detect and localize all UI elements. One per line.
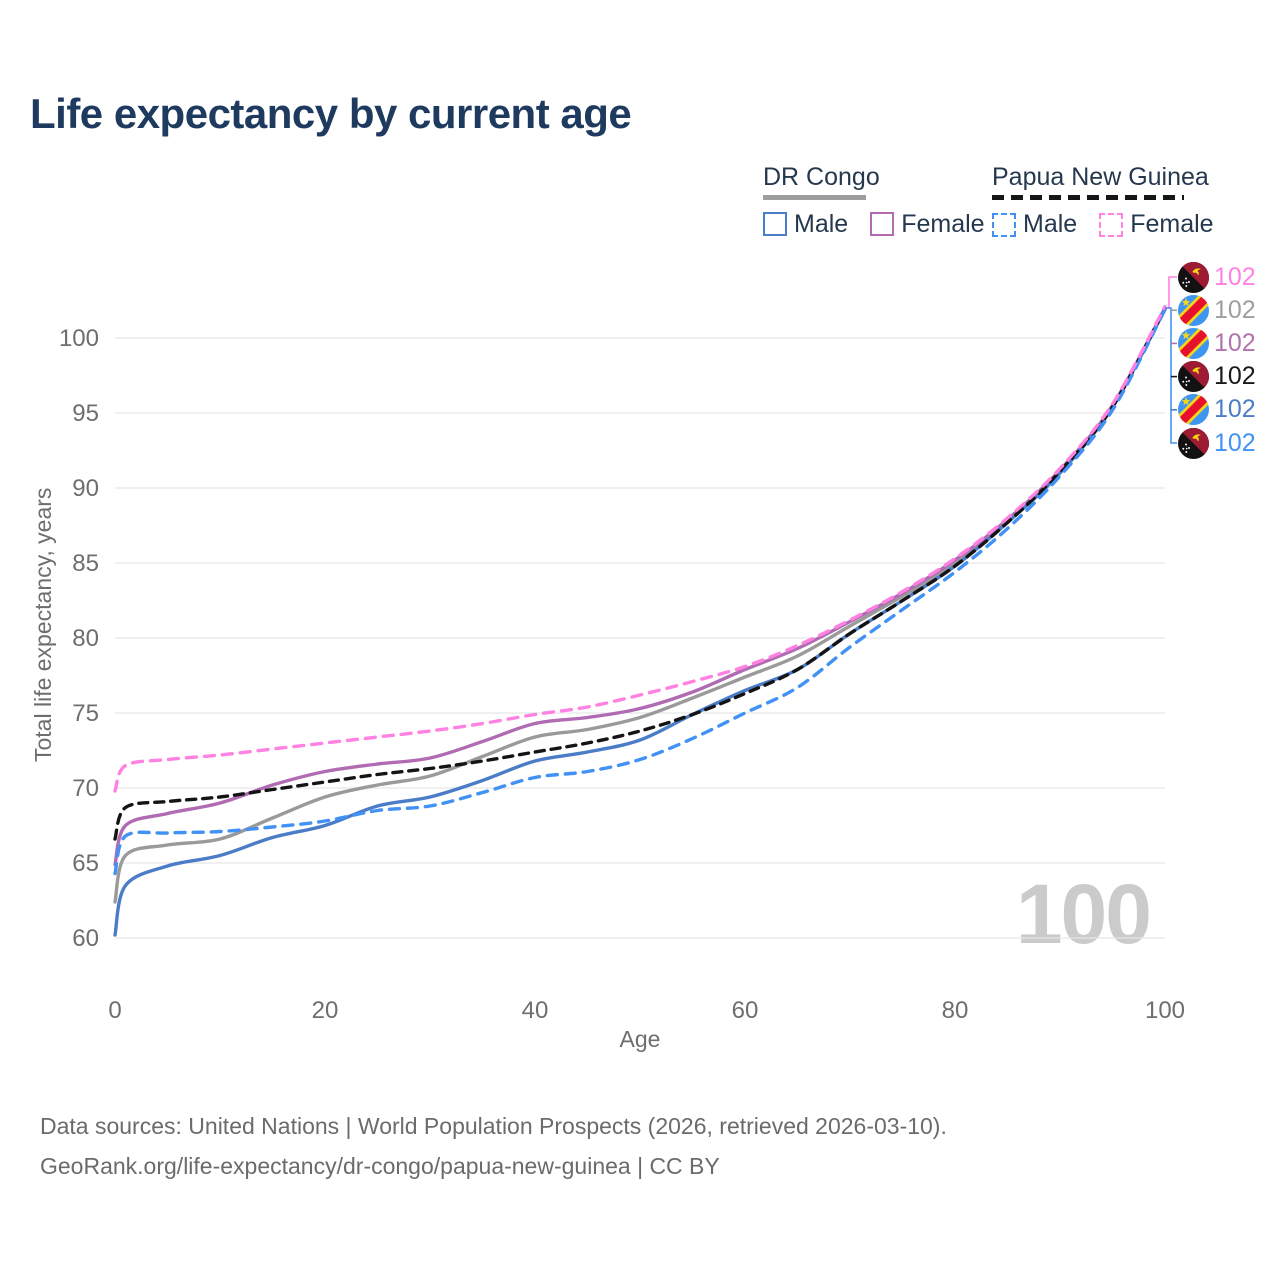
y-tick-label: 75 [72,700,99,727]
legend-group-papua-new-guinea: Papua New Guinea Male Female [992,163,1236,239]
end-label-value: 102 [1214,395,1256,424]
legend-item-dr-congo-female[interactable]: Female [870,209,985,239]
end-label-pg-male: 102 [1178,427,1256,459]
x-tick-label: 40 [522,997,549,1024]
series-line-papua-new-guinea-both[interactable] [113,306,1167,841]
legend-swatch-solid-female [870,212,895,236]
legend-underline-dashed [992,195,1184,200]
legend-items: Male Female [763,210,1007,239]
y-tick-label: 70 [72,775,99,802]
year-watermark: 100 [1015,867,1152,961]
legend-group-title: DR Congo [763,163,880,191]
y-axis-title: Total life expectancy, years [30,487,56,763]
series-line-dr-congo-both[interactable] [113,306,1167,904]
legend-swatch-dashed-female [1099,212,1124,237]
end-label-cd-female: 102 [1178,327,1256,359]
series-line-papua-new-guinea-male[interactable] [113,307,1167,876]
end-label-value: 102 [1214,328,1256,357]
leader-line-top [1165,276,1177,309]
x-tick-label: 20 [312,997,339,1024]
legend-group-title: Papua New Guinea [992,163,1209,191]
y-tick-label: 100 [59,325,99,352]
flag-papua-new-guinea-icon [1178,261,1209,293]
flag-dr-congo-icon [1178,394,1209,426]
series-line-dr-congo-male[interactable] [113,307,1167,937]
end-label-cd-both-sexes: 102 [1178,294,1256,326]
y-tick-label: 65 [72,850,99,877]
x-tick-label: 80 [942,997,969,1024]
flag-papua-new-guinea-icon [1178,361,1209,393]
y-tick-label: 95 [72,400,99,427]
leader-line-bottom [1165,307,1177,444]
x-axis-title: Age [619,1026,661,1052]
legend-swatch-dashed-male [992,212,1016,237]
page-title: Life expectancy by current age [30,90,632,137]
x-tick-label: 100 [1145,997,1185,1024]
end-label-value: 102 [1214,262,1256,291]
legend-item-dr-congo-male[interactable]: Male [763,210,848,239]
legend-item-label: Male [794,209,849,238]
series-line-papua-new-guinea-female[interactable] [113,304,1167,793]
x-tick-label: 0 [108,997,121,1024]
legend-group-dr-congo: DR Congo Male Female [763,163,1007,239]
flag-dr-congo-icon [1178,327,1209,359]
y-tick-label: 90 [72,475,99,502]
end-label-value: 102 [1214,428,1256,457]
y-tick-label: 60 [72,925,99,952]
end-label-cd-male: 102 [1178,394,1256,426]
footer-sources: Data sources: United Nations | World Pop… [40,1113,947,1139]
series-line-dr-congo-female[interactable] [113,306,1167,867]
y-tick-label: 85 [72,550,99,577]
legend-item-papua-new-guinea-male[interactable]: Male [992,210,1077,239]
x-tick-label: 60 [732,997,759,1024]
legend-item-label: Male [1023,210,1078,238]
end-label-pg-female: 102 [1178,261,1256,293]
end-label-value: 102 [1214,295,1256,324]
legend-swatch-solid-male [763,212,787,236]
y-tick-label: 80 [72,625,99,652]
legend-item-papua-new-guinea-female[interactable]: Female [1099,210,1214,239]
axis-ticks: 60 65 70 75 80 85 90 95 100 0 20 40 60 80 100 [59,325,1185,1024]
gridlines [115,337,1165,939]
flag-papua-new-guinea-icon [1178,427,1209,459]
footer: Data sources: United Nations | World Pop… [40,1106,947,1187]
footer-url: GeoRank.org/life-expectancy/dr-congo/pap… [40,1153,720,1180]
leader-lines [1165,276,1177,444]
legend-underline-solid [763,195,866,200]
end-label-pg-both-sexes: 102 [1178,361,1256,393]
legend-item-label: Female [901,209,985,238]
flag-dr-congo-icon [1178,294,1209,326]
legend-items: Male Female [992,210,1236,239]
end-label-value: 102 [1214,362,1256,391]
legend-item-label: Female [1130,210,1214,238]
